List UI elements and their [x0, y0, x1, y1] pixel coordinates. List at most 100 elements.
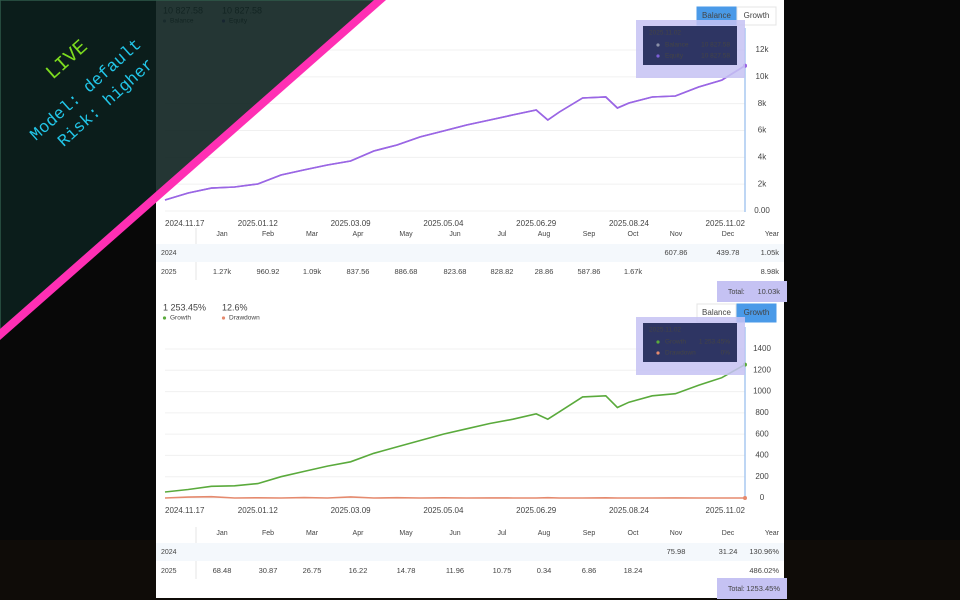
- table-header: Apr: [353, 530, 365, 537]
- legend-label: Drawdown: [229, 315, 260, 322]
- table-header: Jul: [498, 530, 507, 537]
- y-tick-label: 0: [760, 493, 765, 502]
- table-cell: 486.02%: [749, 566, 779, 575]
- y-tick-label: 1200: [753, 365, 771, 374]
- table-header: Oct: [628, 530, 639, 537]
- tooltip-dot: [656, 43, 660, 47]
- table-cell: 30.87: [259, 566, 278, 575]
- x-tick-label: 2025.01.12: [238, 219, 279, 228]
- table-header: Mar: [306, 231, 319, 238]
- table-header: Mar: [306, 530, 319, 537]
- tooltip-dot: [656, 351, 660, 355]
- y-tick-label: 400: [755, 451, 769, 460]
- tooltip-name: Balance: [665, 42, 689, 49]
- total-label: Total:: [728, 586, 745, 593]
- row-label: 2024: [161, 250, 177, 257]
- table-header: Aug: [538, 530, 551, 537]
- y-tick-label: 1000: [753, 387, 771, 396]
- table-cell: 14.78: [397, 566, 416, 575]
- toggle-button[interactable]: [736, 6, 777, 26]
- table-cell: 837.56: [347, 267, 370, 276]
- table-cell: 28.86: [535, 267, 554, 276]
- y-tick-label: 4k: [758, 152, 767, 161]
- table-header: Year: [765, 231, 780, 238]
- row-label: 2024: [161, 549, 177, 556]
- table-cell: 823.68: [444, 267, 467, 276]
- table-row-band: [156, 244, 784, 262]
- banner-stripe: [0, 0, 386, 340]
- series-line: [164, 363, 746, 493]
- toggle-label[interactable]: Balance: [702, 11, 731, 20]
- toggle-label[interactable]: Balance: [702, 308, 731, 317]
- total-label: Total:: [728, 289, 745, 296]
- tooltip-name: Drawdown: [665, 350, 696, 357]
- table-cell: 1.27k: [213, 267, 232, 276]
- tooltip-name: Growth: [665, 339, 686, 346]
- y-tick-label: 10k: [756, 72, 770, 81]
- table-cell: 886.68: [395, 267, 418, 276]
- y-tick-label: 0.00: [754, 206, 770, 215]
- table-cell: 8.98k: [761, 267, 780, 276]
- tooltip-value: 0%: [721, 350, 731, 357]
- table-cell: 18.24: [624, 566, 643, 575]
- x-tick-label: 2025.06.29: [516, 219, 557, 228]
- table-cell: 68.48: [213, 566, 232, 575]
- table-header: Jan: [216, 530, 227, 537]
- tooltip-date: 2025.11.02: [649, 327, 681, 334]
- tooltip-dot: [656, 54, 660, 58]
- table-header: Feb: [262, 231, 274, 238]
- tooltip-name: Equity: [665, 53, 684, 60]
- table-header: Aug: [538, 231, 551, 238]
- table-cell: 26.75: [303, 566, 322, 575]
- table-cell: 828.82: [491, 267, 514, 276]
- table-cell: 75.98: [667, 547, 686, 556]
- table-header: Nov: [670, 530, 683, 537]
- header-value: 12.6%: [222, 302, 248, 312]
- table-cell: 1.05k: [761, 248, 780, 257]
- y-tick-label: 200: [755, 472, 769, 481]
- table-header: Sep: [583, 530, 596, 537]
- table-header: Year: [765, 530, 780, 537]
- table-header: Feb: [262, 530, 274, 537]
- y-tick-label: 12k: [756, 45, 770, 54]
- toggle-button[interactable]: [736, 303, 777, 323]
- toggle-label[interactable]: Growth: [744, 11, 770, 20]
- toggle-label[interactable]: Growth: [744, 308, 770, 317]
- table-header: Jan: [216, 231, 227, 238]
- x-tick-label: 2025.08.24: [609, 506, 650, 515]
- table-cell: 0.34: [537, 566, 552, 575]
- y-tick-label: 8k: [758, 99, 767, 108]
- x-tick-label: 2025.11.02: [706, 219, 746, 228]
- y-tick-label: 600: [755, 429, 769, 438]
- total-value: 10.03k: [757, 287, 780, 296]
- row-label: 2025: [161, 269, 177, 276]
- header-value: 1 253.45%: [163, 302, 206, 312]
- table-header: Jul: [498, 231, 507, 238]
- table-cell: 16.22: [349, 566, 368, 575]
- tooltip-date: 2025.11.02: [649, 30, 681, 37]
- y-tick-label: 2k: [758, 179, 767, 188]
- x-tick-label: 2025.03.09: [331, 219, 372, 228]
- table-cell: 587.86: [578, 267, 601, 276]
- table-cell: 130.96%: [749, 547, 779, 556]
- table-cell: 10.75: [493, 566, 512, 575]
- table-header: May: [399, 530, 413, 537]
- table-cell: 6.86: [582, 566, 597, 575]
- table-row-band: [156, 543, 784, 561]
- x-tick-label: 2024.11.17: [165, 506, 205, 515]
- table-header: May: [399, 231, 413, 238]
- legend-label: Growth: [170, 315, 191, 322]
- tooltip-value: 10 827.58: [701, 53, 730, 60]
- x-tick-label: 2025.06.29: [516, 506, 557, 515]
- legend-dot: [221, 316, 226, 320]
- row-label: 2025: [161, 568, 177, 575]
- table-header: Sep: [583, 231, 596, 238]
- x-tick-label: 2025.11.02: [706, 506, 746, 515]
- table-header: Jun: [449, 231, 460, 238]
- table-cell: 1.67k: [624, 267, 643, 276]
- table-header: Oct: [628, 231, 639, 238]
- x-tick-label: 2025.05.04: [423, 219, 464, 228]
- tooltip-dot: [656, 340, 660, 344]
- table-cell: 439.78: [717, 248, 740, 257]
